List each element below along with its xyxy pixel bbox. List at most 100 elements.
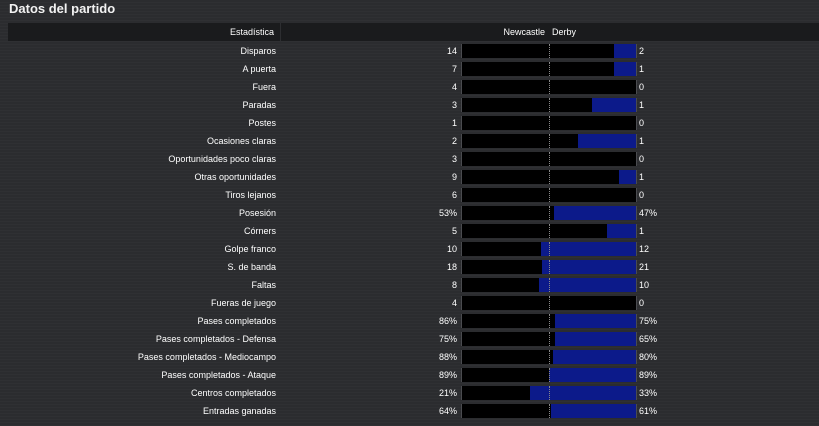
comparison-bar bbox=[461, 350, 637, 364]
comparison-bar bbox=[461, 278, 637, 292]
comparison-bar bbox=[461, 134, 637, 148]
bar-midline bbox=[549, 278, 550, 292]
away-value: 33% bbox=[639, 388, 658, 398]
home-value: 1 bbox=[451, 118, 457, 128]
stat-row: Fuera 4 0 bbox=[8, 78, 819, 96]
away-share-fill bbox=[578, 134, 636, 148]
bar-midline bbox=[549, 314, 550, 328]
bar-midline bbox=[549, 170, 550, 184]
stat-label: Córners bbox=[243, 226, 276, 236]
away-share-fill bbox=[607, 224, 636, 238]
away-share-fill bbox=[551, 404, 636, 418]
comparison-bar bbox=[461, 404, 637, 418]
away-share-fill bbox=[555, 314, 636, 328]
comparison-bar bbox=[461, 98, 637, 112]
bar-midline bbox=[549, 368, 550, 382]
stat-row: Córners 5 1 bbox=[8, 222, 819, 240]
bar-midline bbox=[549, 386, 550, 400]
comparison-bar bbox=[461, 206, 637, 220]
away-share-fill bbox=[530, 386, 636, 400]
bar-midline bbox=[549, 206, 550, 220]
stat-row: Pases completados - Mediocampo 88% 80% bbox=[8, 348, 819, 366]
stat-row: Otras oportunidades 9 1 bbox=[8, 168, 819, 186]
comparison-bar bbox=[461, 62, 637, 76]
stat-label: Golpe franco bbox=[224, 244, 276, 254]
home-value: 4 bbox=[451, 298, 457, 308]
stat-row: Entradas ganadas 64% 61% bbox=[8, 402, 819, 420]
stat-label: Postes bbox=[248, 118, 276, 128]
home-value: 89% bbox=[438, 370, 457, 380]
stat-label: Centros completados bbox=[190, 388, 276, 398]
stat-label: A puerta bbox=[242, 64, 276, 74]
bar-midline bbox=[549, 332, 550, 346]
bar-midline bbox=[549, 80, 550, 94]
stat-label: Otras oportunidades bbox=[194, 172, 276, 182]
stat-column-header: Estadística bbox=[229, 27, 274, 37]
home-value: 88% bbox=[438, 352, 457, 362]
away-value: 47% bbox=[639, 208, 658, 218]
comparison-bar bbox=[461, 314, 637, 328]
home-value: 4 bbox=[451, 82, 457, 92]
away-value: 21 bbox=[639, 262, 650, 272]
stat-label: Pases completados - Defensa bbox=[155, 334, 276, 344]
away-value: 75% bbox=[639, 316, 658, 326]
bar-midline bbox=[549, 44, 550, 58]
bar-midline bbox=[549, 62, 550, 76]
home-value: 18 bbox=[446, 262, 457, 272]
away-value: 0 bbox=[639, 82, 645, 92]
away-share-fill bbox=[553, 350, 636, 364]
stat-row: Tiros lejanos 6 0 bbox=[8, 186, 819, 204]
stat-row: Faltas 8 10 bbox=[8, 276, 819, 294]
home-value: 5 bbox=[451, 226, 457, 236]
away-team-name: Derby bbox=[552, 27, 577, 37]
bar-midline bbox=[549, 116, 550, 130]
away-share-fill bbox=[554, 206, 636, 220]
away-share-fill bbox=[541, 242, 636, 256]
away-value: 1 bbox=[639, 136, 645, 146]
away-value: 80% bbox=[639, 352, 658, 362]
home-value: 2 bbox=[451, 136, 457, 146]
stat-row: Pases completados 86% 75% bbox=[8, 312, 819, 330]
away-value: 1 bbox=[639, 172, 645, 182]
away-share-fill bbox=[539, 278, 636, 292]
away-value: 0 bbox=[639, 190, 645, 200]
home-value: 7 bbox=[451, 64, 457, 74]
comparison-bar bbox=[461, 368, 637, 382]
stat-label: Faltas bbox=[251, 280, 276, 290]
away-value: 12 bbox=[639, 244, 650, 254]
stat-label: Ocasiones claras bbox=[206, 136, 276, 146]
away-share-fill bbox=[619, 170, 636, 184]
stat-label: Paradas bbox=[242, 100, 276, 110]
comparison-bar bbox=[461, 260, 637, 274]
away-value: 65% bbox=[639, 334, 658, 344]
stat-row: A puerta 7 1 bbox=[8, 60, 819, 78]
home-value: 3 bbox=[451, 100, 457, 110]
stat-label: Pases completados - Mediocampo bbox=[137, 352, 276, 362]
stat-label: Oportunidades poco claras bbox=[168, 154, 276, 164]
bar-midline bbox=[549, 350, 550, 364]
away-value: 1 bbox=[639, 226, 645, 236]
away-share-fill bbox=[542, 260, 636, 274]
away-value: 1 bbox=[639, 100, 645, 110]
home-value: 10 bbox=[446, 244, 457, 254]
home-value: 14 bbox=[446, 46, 457, 56]
comparison-bar bbox=[461, 44, 637, 58]
comparison-bar bbox=[461, 188, 637, 202]
comparison-bar bbox=[461, 116, 637, 130]
stat-row: Golpe franco 10 12 bbox=[8, 240, 819, 258]
away-value: 0 bbox=[639, 154, 645, 164]
comparison-bar bbox=[461, 332, 637, 346]
away-share-fill bbox=[549, 368, 636, 382]
stat-row: Ocasiones claras 2 1 bbox=[8, 132, 819, 150]
stat-row: S. de banda 18 21 bbox=[8, 258, 819, 276]
stat-label: Pases completados bbox=[197, 316, 276, 326]
stat-row: Pases completados - Defensa 75% 65% bbox=[8, 330, 819, 348]
stat-label: Posesión bbox=[238, 208, 276, 218]
away-value: 1 bbox=[639, 64, 645, 74]
away-value: 89% bbox=[639, 370, 658, 380]
home-value: 9 bbox=[451, 172, 457, 182]
stat-label: Fueras de juego bbox=[210, 298, 276, 308]
bar-midline bbox=[549, 134, 550, 148]
stat-row: Disparos 14 2 bbox=[8, 42, 819, 60]
stat-label: Disparos bbox=[240, 46, 276, 56]
